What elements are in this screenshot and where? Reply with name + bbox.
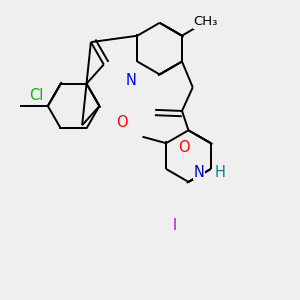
Text: N: N <box>125 73 136 88</box>
Text: Cl: Cl <box>29 88 44 103</box>
Text: N: N <box>194 165 205 180</box>
Text: O: O <box>178 140 190 154</box>
Text: H: H <box>215 165 226 180</box>
Text: O: O <box>116 115 128 130</box>
Text: CH₃: CH₃ <box>194 15 218 28</box>
Text: I: I <box>173 218 177 232</box>
